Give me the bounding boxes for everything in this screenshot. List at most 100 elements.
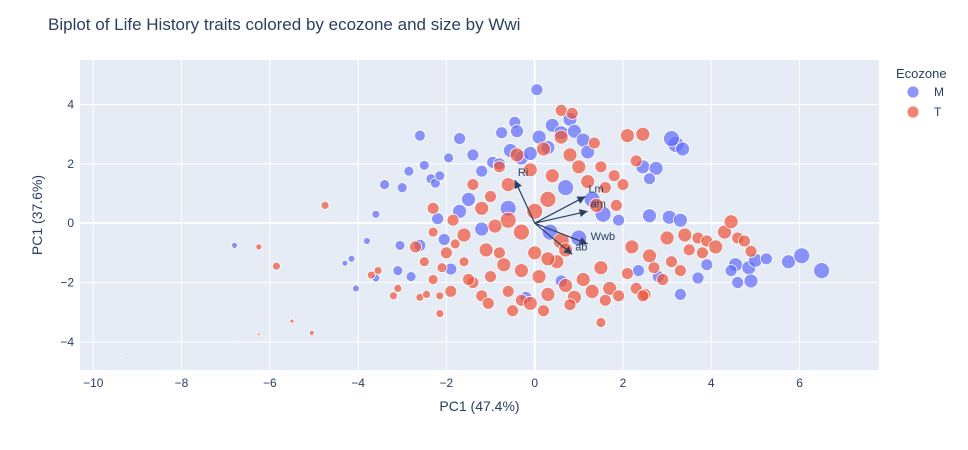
data-point-T[interactable] bbox=[514, 263, 529, 279]
data-point-M[interactable] bbox=[743, 273, 759, 289]
data-point-M[interactable] bbox=[403, 165, 415, 177]
data-point-T[interactable] bbox=[659, 230, 675, 246]
data-point-T[interactable] bbox=[506, 304, 519, 318]
data-point-M[interactable] bbox=[413, 129, 426, 142]
data-point-M[interactable] bbox=[379, 179, 391, 191]
data-point-T[interactable] bbox=[674, 264, 687, 278]
data-point-T[interactable] bbox=[484, 270, 497, 284]
data-point-T[interactable] bbox=[500, 177, 516, 193]
data-point-T[interactable] bbox=[449, 238, 461, 250]
data-point-M[interactable] bbox=[392, 265, 404, 277]
data-point-T[interactable] bbox=[589, 197, 604, 213]
legend-item-M[interactable]: M bbox=[906, 85, 944, 99]
data-point-T[interactable] bbox=[427, 274, 439, 285]
data-point-T[interactable] bbox=[478, 242, 494, 258]
data-point-M[interactable] bbox=[121, 352, 123, 355]
data-point-T[interactable] bbox=[435, 309, 445, 319]
data-point-M[interactable] bbox=[648, 160, 664, 176]
data-point-T[interactable] bbox=[598, 181, 612, 195]
data-point-T[interactable] bbox=[484, 190, 497, 203]
data-point-M[interactable] bbox=[700, 258, 714, 272]
data-point-M[interactable] bbox=[673, 212, 688, 228]
data-point-T[interactable] bbox=[444, 284, 458, 298]
data-point-T[interactable] bbox=[647, 261, 661, 275]
data-point-M[interactable] bbox=[231, 241, 238, 249]
data-point-T[interactable] bbox=[612, 289, 625, 303]
data-point-M[interactable] bbox=[643, 172, 656, 186]
data-point-T[interactable] bbox=[621, 267, 634, 281]
data-point-T[interactable] bbox=[539, 190, 557, 208]
data-point-T[interactable] bbox=[607, 169, 621, 183]
data-point-T[interactable] bbox=[522, 162, 538, 178]
data-point-T[interactable] bbox=[595, 317, 607, 328]
data-point-M[interactable] bbox=[437, 233, 451, 246]
data-point-T[interactable] bbox=[373, 266, 383, 276]
data-point-T[interactable] bbox=[642, 248, 657, 264]
data-point-T[interactable] bbox=[562, 147, 578, 163]
data-point-T[interactable] bbox=[492, 246, 506, 260]
data-point-M[interactable] bbox=[724, 264, 738, 278]
data-point-T[interactable] bbox=[536, 141, 551, 157]
data-point-M[interactable] bbox=[418, 159, 430, 171]
data-point-T[interactable] bbox=[388, 291, 398, 301]
data-point-T[interactable] bbox=[540, 286, 556, 302]
data-point-T[interactable] bbox=[563, 298, 577, 312]
data-point-T[interactable] bbox=[409, 240, 422, 254]
data-point-T[interactable] bbox=[289, 318, 295, 324]
data-point-T[interactable] bbox=[723, 214, 739, 230]
data-point-T[interactable] bbox=[308, 329, 315, 336]
data-point-T[interactable] bbox=[580, 174, 596, 190]
data-point-T[interactable] bbox=[624, 239, 640, 255]
data-point-T[interactable] bbox=[540, 251, 556, 267]
data-point-T[interactable] bbox=[598, 293, 612, 307]
data-point-M[interactable] bbox=[371, 209, 381, 219]
data-point-T[interactable] bbox=[501, 284, 515, 298]
data-point-M[interactable] bbox=[347, 254, 356, 263]
data-point-M[interactable] bbox=[530, 83, 544, 97]
data-point-T[interactable] bbox=[553, 129, 569, 145]
data-point-T[interactable] bbox=[462, 273, 475, 286]
data-point-M[interactable] bbox=[434, 170, 446, 182]
data-point-T[interactable] bbox=[422, 289, 431, 299]
data-point-T[interactable] bbox=[436, 262, 448, 274]
legend-item-T[interactable]: T bbox=[906, 105, 942, 119]
data-point-M[interactable] bbox=[557, 179, 574, 197]
data-point-T[interactable] bbox=[677, 227, 693, 243]
data-point-T[interactable] bbox=[602, 280, 618, 296]
data-point-T[interactable] bbox=[537, 304, 550, 318]
data-point-T[interactable] bbox=[393, 283, 403, 293]
data-point-T[interactable] bbox=[665, 255, 678, 269]
data-point-M[interactable] bbox=[731, 276, 745, 289]
data-point-M[interactable] bbox=[522, 145, 538, 161]
data-point-T[interactable] bbox=[255, 243, 263, 251]
data-point-T[interactable] bbox=[708, 239, 724, 255]
data-point-M[interactable] bbox=[362, 237, 371, 245]
data-point-T[interactable] bbox=[584, 283, 600, 299]
data-point-T[interactable] bbox=[320, 200, 330, 210]
data-point-M[interactable] bbox=[510, 124, 524, 139]
data-point-M[interactable] bbox=[405, 271, 417, 283]
data-point-T[interactable] bbox=[366, 270, 376, 280]
data-point-M[interactable] bbox=[632, 264, 645, 278]
data-point-M[interactable] bbox=[461, 191, 476, 207]
data-point-T[interactable] bbox=[496, 257, 512, 273]
data-point-T[interactable] bbox=[696, 246, 709, 260]
data-point-T[interactable] bbox=[531, 269, 547, 285]
data-point-M[interactable] bbox=[567, 123, 582, 139]
data-point-M[interactable] bbox=[466, 148, 480, 162]
data-point-T[interactable] bbox=[439, 246, 453, 260]
data-point-T[interactable] bbox=[481, 296, 495, 310]
data-point-T[interactable] bbox=[426, 201, 440, 215]
data-point-M[interactable] bbox=[453, 132, 467, 146]
data-point-M[interactable] bbox=[474, 221, 490, 237]
data-point-T[interactable] bbox=[636, 289, 650, 303]
data-point-M[interactable] bbox=[341, 259, 349, 267]
data-point-T[interactable] bbox=[499, 211, 517, 229]
data-point-M[interactable] bbox=[612, 213, 625, 227]
data-point-M[interactable] bbox=[642, 208, 657, 224]
data-point-T[interactable] bbox=[558, 278, 573, 293]
data-point-T[interactable] bbox=[744, 244, 758, 258]
data-point-T[interactable] bbox=[458, 256, 470, 268]
data-point-T[interactable] bbox=[487, 218, 503, 234]
data-point-M[interactable] bbox=[443, 152, 455, 164]
